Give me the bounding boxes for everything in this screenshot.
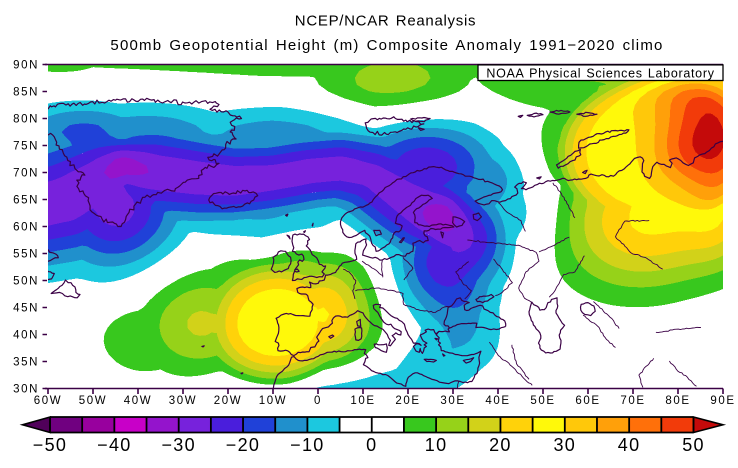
svg-text:30E: 30E <box>440 395 465 407</box>
svg-text:60N: 60N <box>13 222 39 234</box>
svg-text:40E: 40E <box>485 395 510 407</box>
svg-text:−40: −40 <box>97 435 131 455</box>
svg-text:0: 0 <box>314 395 322 407</box>
svg-text:45N: 45N <box>13 303 39 315</box>
svg-text:30N: 30N <box>13 384 39 396</box>
svg-text:40W: 40W <box>124 395 152 407</box>
svg-text:60E: 60E <box>575 395 600 407</box>
svg-text:50: 50 <box>682 435 705 455</box>
svg-text:−50: −50 <box>33 435 67 455</box>
svg-text:30W: 30W <box>169 395 197 407</box>
svg-text:20: 20 <box>489 435 512 455</box>
svg-text:0: 0 <box>366 435 377 455</box>
svg-text:30: 30 <box>553 435 576 455</box>
svg-text:80E: 80E <box>665 395 690 407</box>
svg-text:50N: 50N <box>13 276 39 288</box>
svg-text:−10: −10 <box>290 435 324 455</box>
svg-text:55N: 55N <box>13 249 39 261</box>
svg-text:80N: 80N <box>13 114 39 126</box>
svg-text:40: 40 <box>618 435 641 455</box>
svg-text:90N: 90N <box>13 60 39 72</box>
svg-text:60W: 60W <box>34 395 62 407</box>
svg-text:35N: 35N <box>13 357 39 369</box>
svg-text:70E: 70E <box>620 395 645 407</box>
svg-text:NCEP/NCAR Reanalysis: NCEP/NCAR Reanalysis <box>295 13 476 30</box>
svg-text:40N: 40N <box>13 330 39 342</box>
svg-text:10: 10 <box>425 435 448 455</box>
svg-text:500mb Geopotential Height (m): 500mb Geopotential Height (m) Composite … <box>110 37 663 54</box>
svg-text:10W: 10W <box>259 395 287 407</box>
svg-text:NOAA Physical Sciences Laborat: NOAA Physical Sciences Laboratory <box>486 66 714 80</box>
svg-text:70N: 70N <box>13 168 39 180</box>
svg-text:50E: 50E <box>530 395 555 407</box>
svg-text:−20: −20 <box>226 435 260 455</box>
svg-text:75N: 75N <box>13 141 39 153</box>
svg-text:20E: 20E <box>395 395 420 407</box>
svg-text:50W: 50W <box>79 395 107 407</box>
svg-text:20W: 20W <box>214 395 242 407</box>
svg-text:−30: −30 <box>161 435 195 455</box>
svg-text:65N: 65N <box>13 195 39 207</box>
svg-text:90E: 90E <box>710 395 735 407</box>
svg-text:10E: 10E <box>350 395 375 407</box>
svg-text:85N: 85N <box>13 87 39 99</box>
